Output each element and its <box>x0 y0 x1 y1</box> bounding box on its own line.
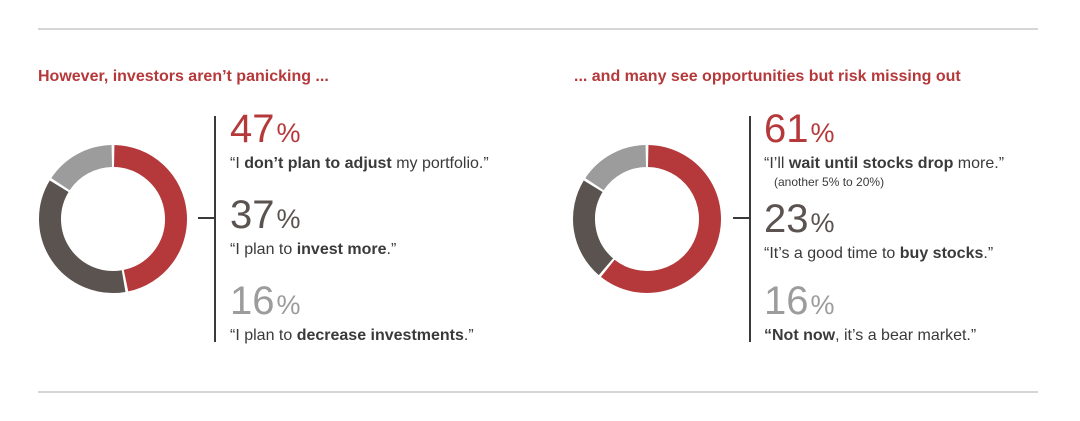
legend-item: 16% “Not now, it’s a bear market.” <box>764 280 1004 346</box>
quote-text: “I’ll wait until stocks drop more.” <box>764 155 1005 172</box>
quote-text: “I plan to invest more.” <box>230 241 397 258</box>
right-heading: ... and many see opportunities but risk … <box>574 68 961 85</box>
donut-slice-1 <box>600 145 721 293</box>
percent-value: 16% <box>230 279 301 323</box>
donut-slice-2 <box>573 180 614 276</box>
left-heading: However, investors aren’t panicking ... <box>38 68 329 85</box>
percent-value: 37% <box>230 193 301 237</box>
left-panel: However, investors aren’t panicking ... … <box>38 0 538 421</box>
quote-text: “I plan to decrease investments.” <box>230 327 474 344</box>
bottom-divider <box>38 391 1038 393</box>
percent-value: 16% <box>764 279 835 323</box>
legend-item: 37% “I plan to invest more.” <box>230 194 489 280</box>
right-donut-chart <box>573 145 721 293</box>
left-legend: 47% “I don’t plan to adjust my portfolio… <box>230 108 489 346</box>
percent-value: 61% <box>764 107 835 151</box>
donut-slice-1 <box>113 145 187 292</box>
donut-slice-3 <box>585 145 647 191</box>
donut-slice-3 <box>51 145 113 191</box>
quote-text: “Not now, it’s a bear market.” <box>764 327 977 344</box>
percent-value: 47% <box>230 107 301 151</box>
left-donut-chart <box>39 145 187 293</box>
quote-text: “I don’t plan to adjust my portfolio.” <box>230 155 489 172</box>
right-legend: 61% “I’ll wait until stocks drop more.” … <box>764 108 1004 346</box>
quote-text: “It’s a good time to buy stocks.” <box>764 245 994 262</box>
donut-slice-2 <box>39 180 126 293</box>
legend-item: 47% “I don’t plan to adjust my portfolio… <box>230 108 489 194</box>
quote-subtext: (another 5% to 20%) <box>774 175 885 189</box>
left-bracket-tick <box>198 217 214 219</box>
right-bracket-line <box>749 116 751 342</box>
legend-item: 61% “I’ll wait until stocks drop more.” … <box>764 108 1004 198</box>
right-bracket-tick <box>733 217 749 219</box>
left-bracket-line <box>214 116 216 342</box>
legend-item: 23% “It’s a good time to buy stocks.” <box>764 198 1004 280</box>
right-panel: ... and many see opportunities but risk … <box>573 0 1044 421</box>
legend-item: 16% “I plan to decrease investments.” <box>230 280 489 346</box>
percent-value: 23% <box>764 197 835 241</box>
top-divider <box>38 28 1038 30</box>
